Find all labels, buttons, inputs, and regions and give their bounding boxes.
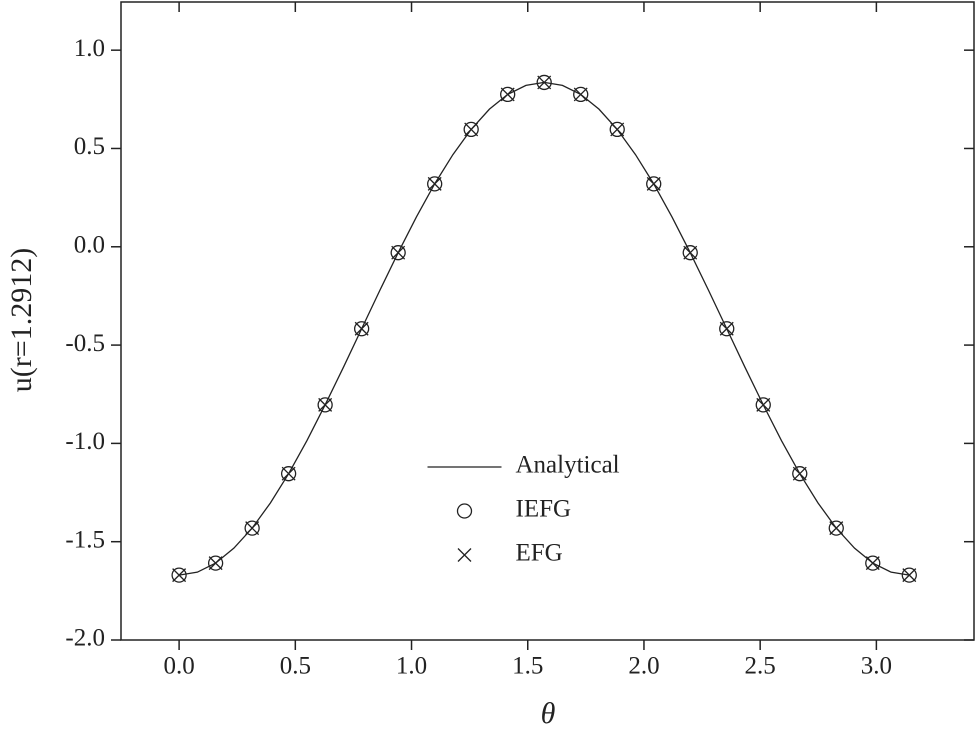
y-tick-label: -1.0	[65, 428, 105, 455]
legend-label: EFG	[516, 540, 563, 567]
marker-circle	[901, 567, 917, 583]
marker-cross	[354, 321, 369, 336]
x-tick-label: 0.5	[280, 653, 311, 680]
marker-cross	[683, 245, 698, 260]
marker-cross	[610, 122, 625, 137]
plot-frame	[120, 1, 975, 641]
x-tick-label: 2.5	[745, 653, 776, 680]
marker-cross	[829, 521, 844, 536]
legend-label: Analytical	[516, 452, 620, 479]
marker-circle	[865, 555, 881, 571]
marker-circle	[207, 555, 224, 571]
marker-circle	[536, 74, 552, 91]
marker-circle	[609, 121, 625, 138]
marker-circle	[755, 397, 771, 413]
marker-circle	[244, 520, 260, 536]
marker-circle	[719, 321, 735, 337]
y-tick-label: 1.0	[74, 35, 105, 62]
marker-circle	[171, 567, 187, 583]
marker-circle	[456, 503, 473, 519]
marker-cross	[464, 122, 479, 137]
marker-cross	[245, 521, 260, 536]
marker-cross	[902, 568, 917, 583]
marker-cross	[172, 568, 187, 583]
marker-circle	[463, 121, 479, 138]
marker-circle	[500, 86, 516, 103]
marker-cross	[865, 556, 880, 571]
marker-cross	[457, 548, 472, 562]
marker-cross	[500, 87, 515, 102]
marker-cross	[756, 397, 771, 412]
marker-circle	[427, 176, 443, 192]
y-tick-label: -1.5	[65, 526, 105, 553]
marker-circle	[317, 397, 333, 413]
marker-circle	[682, 245, 698, 261]
marker-cross	[719, 321, 734, 336]
marker-cross	[208, 556, 223, 571]
marker-cross	[391, 245, 406, 260]
x-axis-label: θ	[541, 697, 556, 730]
y-tick-label: -0.5	[65, 330, 105, 357]
marker-cross	[573, 87, 588, 102]
x-tick-label: 1.5	[512, 653, 543, 680]
x-tick-label: 3.0	[861, 653, 892, 680]
marker-circle	[828, 520, 844, 536]
y-tick-label: 0.5	[74, 133, 105, 160]
x-tick-label: 2.0	[628, 653, 659, 680]
marker-circle	[792, 466, 808, 482]
y-tick-label: -2.0	[65, 625, 105, 652]
marker-circle	[646, 176, 662, 192]
marker-cross	[792, 466, 807, 481]
marker-circle	[573, 86, 589, 103]
marker-cross	[537, 75, 552, 90]
marker-cross	[281, 466, 296, 481]
marker-circle	[280, 466, 297, 482]
marker-circle	[390, 245, 406, 261]
y-tick-label: 0.0	[74, 232, 105, 259]
x-tick-label: 0.0	[163, 653, 194, 680]
y-axis-label: u(r=1.2912)	[5, 248, 38, 392]
marker-cross	[318, 397, 333, 412]
marker-circle	[354, 321, 370, 337]
marker-cross	[646, 176, 661, 191]
marker-cross	[427, 176, 442, 191]
x-tick-label: 1.0	[396, 653, 427, 680]
legend-label: IEFG	[516, 496, 572, 523]
